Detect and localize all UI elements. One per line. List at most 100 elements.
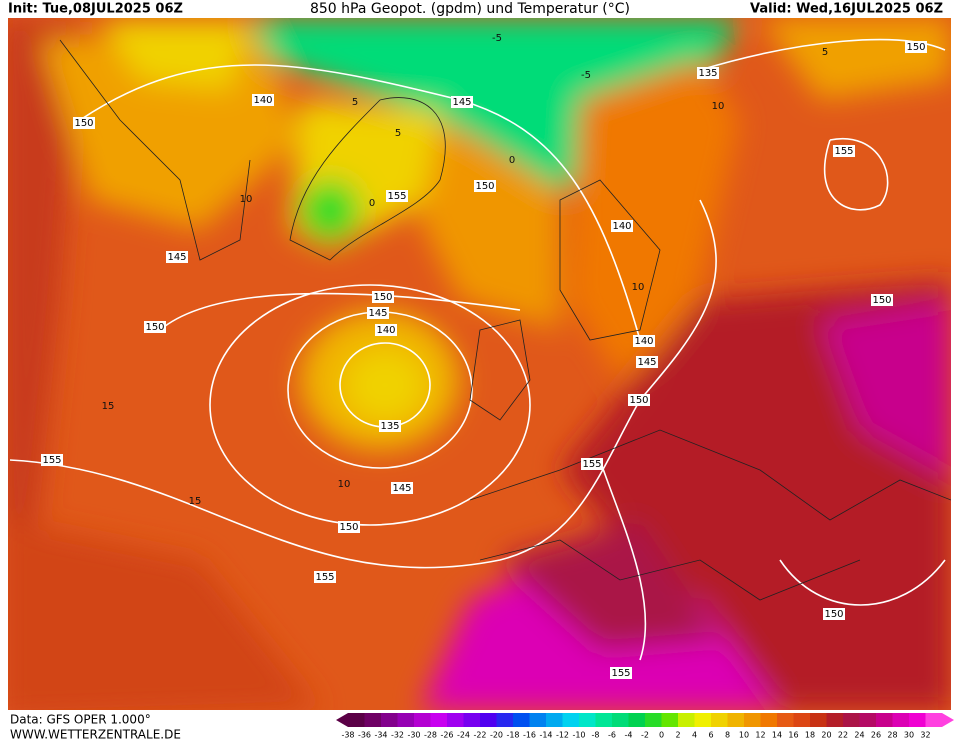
geopotential-label: 140 bbox=[376, 325, 395, 336]
label-box bbox=[252, 94, 274, 106]
map-title: 850 hPa Geopot. (gpdm) und Temperatur (°… bbox=[310, 1, 630, 17]
temperature-label: 15 bbox=[102, 401, 115, 412]
legend-swatch bbox=[711, 713, 728, 727]
label-box bbox=[379, 420, 401, 432]
legend-swatch bbox=[562, 713, 579, 727]
legend-label: 24 bbox=[854, 731, 864, 740]
color-legend: -38 -36 -34 -32 -30 -28 -26 -24 -22 -20 -18 -16 -14-… bbox=[336, 713, 954, 740]
geopotential-label: 155 bbox=[387, 191, 406, 202]
legend-label: -14 bbox=[539, 731, 552, 740]
geopotential-label: 150 bbox=[629, 395, 648, 406]
legend-label: 6 bbox=[708, 731, 713, 740]
legend-swatch bbox=[579, 713, 596, 727]
legend-label: 30 bbox=[904, 731, 914, 740]
legend-swatch bbox=[513, 713, 530, 727]
legend-label: -10 bbox=[572, 731, 585, 740]
legend-swatch bbox=[892, 713, 909, 727]
label-box bbox=[610, 667, 632, 679]
legend-label: -6 bbox=[608, 731, 616, 740]
geopotential-label: 155 bbox=[315, 572, 334, 583]
temperature-label: 5 bbox=[395, 128, 401, 139]
label-box bbox=[338, 521, 360, 533]
legend-swatch bbox=[859, 713, 876, 727]
geopotential-label: 155 bbox=[611, 668, 630, 679]
legend-label: 14 bbox=[772, 731, 782, 740]
legend-swatch bbox=[645, 713, 662, 727]
label-box bbox=[372, 291, 394, 303]
label-box bbox=[636, 356, 658, 368]
label-box bbox=[391, 482, 413, 494]
legend-swatch bbox=[826, 713, 843, 727]
label-box bbox=[905, 41, 927, 53]
legend-swatch bbox=[348, 713, 365, 727]
legend-swatch bbox=[463, 713, 480, 727]
geopotential-label: 150 bbox=[74, 118, 93, 129]
legend-label: 32 bbox=[920, 731, 930, 740]
legend-swatch bbox=[661, 713, 678, 727]
label-box bbox=[314, 571, 336, 583]
legend-swatch bbox=[612, 713, 629, 727]
legend-swatch bbox=[727, 713, 744, 727]
geopotential-label: 140 bbox=[253, 95, 272, 106]
legend-swatch bbox=[414, 713, 431, 727]
legend-label: -8 bbox=[592, 731, 600, 740]
label-box bbox=[823, 608, 845, 620]
geopotential-label: 150 bbox=[475, 181, 494, 192]
label-box bbox=[386, 190, 408, 202]
legend-swatch bbox=[876, 713, 893, 727]
geopotential-label: 150 bbox=[872, 295, 891, 306]
geopotential-label: 145 bbox=[167, 252, 186, 263]
geopotential-label: 145 bbox=[452, 97, 471, 108]
legend-label: -20 bbox=[490, 731, 503, 740]
label-box bbox=[833, 145, 855, 157]
website: WWW.WETTERZENTRALE.DE bbox=[10, 728, 181, 741]
legend-label: -28 bbox=[424, 731, 437, 740]
map bbox=[8, 18, 951, 710]
legend-swatch bbox=[447, 713, 464, 727]
geopotential-label: 155 bbox=[582, 459, 601, 470]
label-box bbox=[581, 458, 603, 470]
geopotential-label: 140 bbox=[612, 221, 631, 232]
label-box bbox=[628, 394, 650, 406]
label-box bbox=[633, 335, 655, 347]
legend-label: 10 bbox=[739, 731, 749, 740]
label-box bbox=[871, 294, 893, 306]
geopotential-label: 135 bbox=[380, 421, 399, 432]
legend-label: -32 bbox=[391, 731, 404, 740]
legend-swatch bbox=[843, 713, 860, 727]
legend-swatch bbox=[546, 713, 563, 727]
geopotential-label: 150 bbox=[906, 42, 925, 53]
legend-label: -36 bbox=[358, 731, 371, 740]
legend-label: 0 bbox=[659, 731, 664, 740]
label-box bbox=[41, 454, 63, 466]
legend-label: 8 bbox=[725, 731, 730, 740]
legend-swatch bbox=[925, 713, 942, 727]
label-box bbox=[697, 67, 719, 79]
legend-swatch bbox=[909, 713, 926, 727]
legend-label: 12 bbox=[755, 731, 765, 740]
init-time: Init: Tue,08JUL2025 06Z bbox=[8, 2, 183, 17]
geopotential-label: 145 bbox=[392, 483, 411, 494]
geopotential-label: 135 bbox=[698, 68, 717, 79]
label-box bbox=[73, 117, 95, 129]
geopotential-label: 155 bbox=[834, 146, 853, 157]
legend-swatch bbox=[529, 713, 546, 727]
temperature-label: 10 bbox=[632, 282, 645, 293]
label-box bbox=[611, 220, 633, 232]
legend-swatch bbox=[694, 713, 711, 727]
temperature-label: 0 bbox=[509, 155, 515, 166]
geopotential-label: 150 bbox=[339, 522, 358, 533]
temperature-label: 5 bbox=[352, 97, 358, 108]
temperature-label: 15 bbox=[189, 496, 202, 507]
legend-swatch bbox=[678, 713, 695, 727]
legend-label: 26 bbox=[871, 731, 881, 740]
temperature-label: 10 bbox=[338, 479, 351, 490]
label-box bbox=[166, 251, 188, 263]
geopotential-label: 145 bbox=[637, 357, 656, 368]
data-source: Data: GFS OPER 1.000° bbox=[10, 713, 151, 727]
legend-swatch bbox=[480, 713, 497, 727]
legend-label: -2 bbox=[641, 731, 649, 740]
legend-label: 28 bbox=[887, 731, 897, 740]
